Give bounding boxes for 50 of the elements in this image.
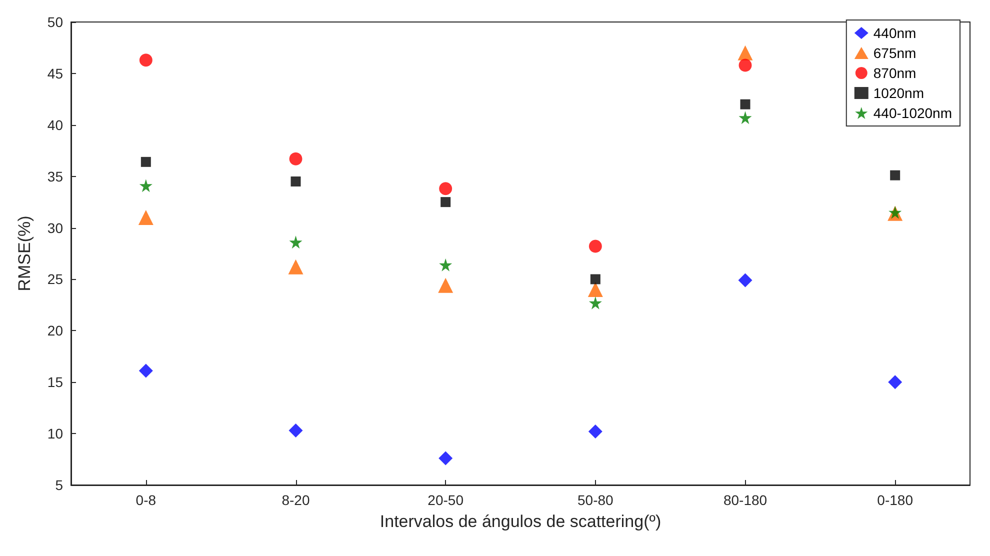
point [140,156,151,167]
point [138,364,153,378]
x-tick-label: 0-8 [136,492,156,508]
point [139,54,152,67]
point [439,182,452,196]
point [288,259,304,274]
legend-label: 870nm [873,65,916,81]
y-axis-title: RMSE(%) [15,216,34,292]
y-tick-label: 5 [55,477,64,493]
x-tick-label: 50-80 [578,492,614,508]
legend-label: 675nm [873,45,916,61]
point [740,99,750,110]
point [890,170,900,180]
point [438,278,454,293]
y-tick-label: 50 [47,14,64,30]
y-tick-label: 40 [47,116,64,133]
point [738,273,752,288]
point [588,282,603,298]
point [588,296,602,310]
legend-label: 440nm [873,25,916,41]
y-tick-label: 30 [47,220,64,236]
point [288,423,303,438]
point [440,197,451,208]
y-tick-label: 10 [47,426,64,442]
x-axis-title: Intervalos de ángulos de scattering(º) [380,512,662,531]
x-tick-label: 80-180 [723,492,768,508]
x-tick-label: 8-20 [282,492,310,508]
point [590,274,600,284]
point [289,236,302,249]
point [438,451,453,466]
point [738,58,752,72]
legend-label: 1020nm [873,85,924,101]
y-tick-label: 25 [47,271,64,288]
y-tick-label: 15 [47,374,64,390]
x-tick-label: 0-180 [877,492,914,508]
legend-label: 440-1020nm [873,105,952,121]
point [439,258,452,272]
point [888,375,902,390]
point [588,424,602,438]
point [738,45,753,60]
y-tick-label: 45 [47,65,64,82]
point [588,240,602,253]
y-tick-label: 35 [47,168,64,184]
point [139,179,152,192]
point [738,111,752,124]
x-tick-label: 20-50 [428,492,464,508]
point [138,210,154,225]
point [290,176,301,186]
y-tick-label: 20 [47,322,64,339]
point [289,152,302,166]
